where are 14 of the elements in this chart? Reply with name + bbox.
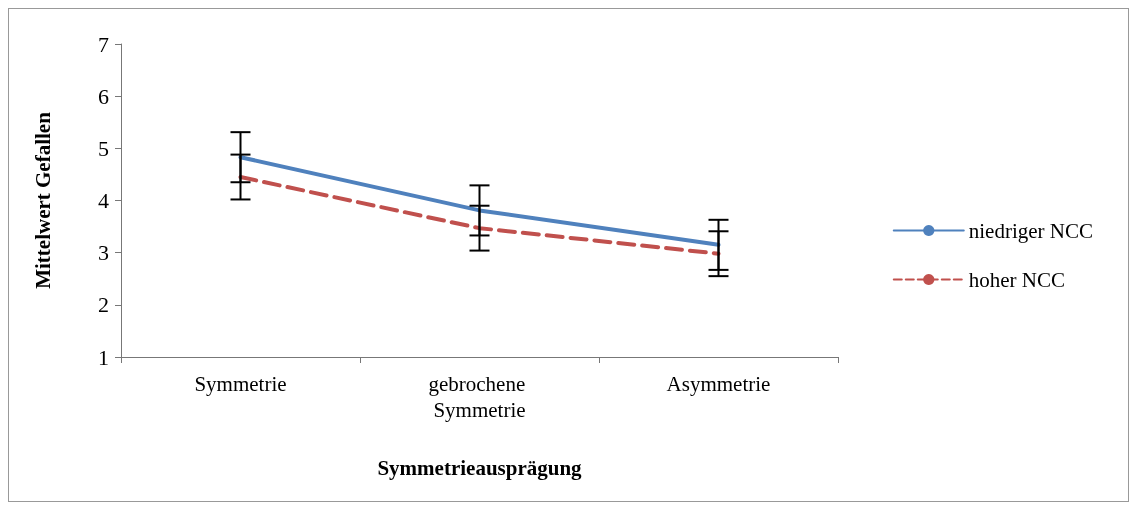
x-tick-label: gebrochene Symmetrie bbox=[428, 372, 531, 422]
y-axis-title: Mittelwert Gefallen bbox=[30, 111, 55, 289]
x-tick-label: Symmetrie bbox=[194, 372, 287, 396]
y-tick-label: 4 bbox=[98, 188, 109, 213]
legend-label: niedriger NCC bbox=[968, 218, 1094, 243]
x-axis-title: Symmetrieausprägung bbox=[377, 455, 583, 480]
y-tick-label: 1 bbox=[98, 344, 109, 370]
y-tick-label: 5 bbox=[98, 135, 109, 161]
y-tick-label: 2 bbox=[98, 292, 109, 318]
y-tick-label: 6 bbox=[98, 83, 109, 109]
y-tick-label: 7 bbox=[98, 31, 109, 57]
x-tick-label: Asymmetrie bbox=[666, 372, 771, 396]
legend-label: hoher NCC bbox=[968, 267, 1066, 292]
y-tick-label: 3 bbox=[98, 240, 109, 266]
